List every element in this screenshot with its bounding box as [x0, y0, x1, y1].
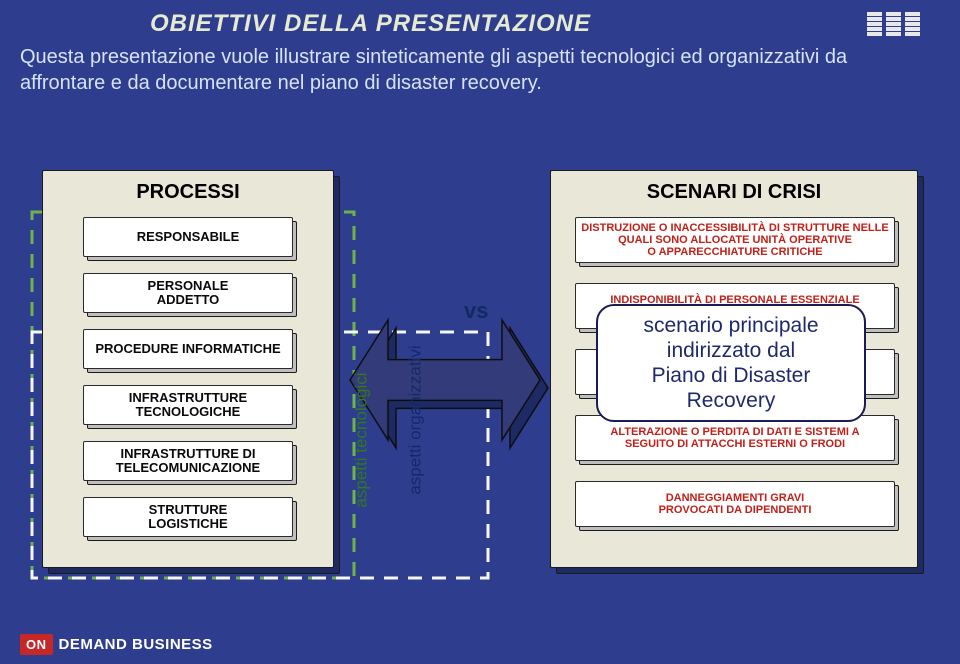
demand-business-text: DEMAND BUSINESS	[59, 636, 213, 653]
list-item: PROCEDURE INFORMATICHE	[83, 329, 293, 369]
slide: OBIETTIVI DELLA PRESENTAZIONE Questa pre…	[0, 0, 960, 664]
ibm-logo-icon	[867, 10, 920, 36]
on-badge: ON	[20, 634, 53, 655]
header: OBIETTIVI DELLA PRESENTAZIONE	[0, 0, 960, 44]
slide-title: OBIETTIVI DELLA PRESENTAZIONE	[150, 10, 591, 38]
list-item: PERSONALE ADDETTO	[83, 273, 293, 313]
list-item: DISTRUZIONE O INACCESSIBILITÀ DI STRUTTU…	[575, 217, 895, 263]
processes-card-title: PROCESSI	[43, 181, 333, 204]
list-item: STRUTTURE LOGISTICHE	[83, 497, 293, 537]
scenario-callout: scenario principale indirizzato dal Pian…	[596, 304, 866, 422]
processes-card: PROCESSI RESPONSABILE PERSONALE ADDETTO PR…	[42, 170, 334, 568]
footer: ON DEMAND BUSINESS	[0, 624, 960, 664]
aspect-tech-label: aspetti tecnologici	[348, 320, 376, 560]
list-item: INFRASTRUTTURE DI TELECOMUNICAZIONE	[83, 441, 293, 481]
aspect-org-label: aspetti organizzativi	[402, 280, 430, 560]
vs-label: vs	[464, 298, 488, 324]
list-item: RESPONSABILE	[83, 217, 293, 257]
scenarios-card-title: SCENARI DI CRISI	[551, 181, 917, 204]
list-item: DANNEGGIAMENTI GRAVI PROVOCATI DA DIPEND…	[575, 481, 895, 527]
diagram-area: PROCESSI RESPONSABILE PERSONALE ADDETTO PR…	[30, 170, 930, 600]
list-item: INFRASTRUTTURE TECNOLOGICHE	[83, 385, 293, 425]
intro-text: Questa presentazione vuole illustrare si…	[20, 44, 920, 96]
